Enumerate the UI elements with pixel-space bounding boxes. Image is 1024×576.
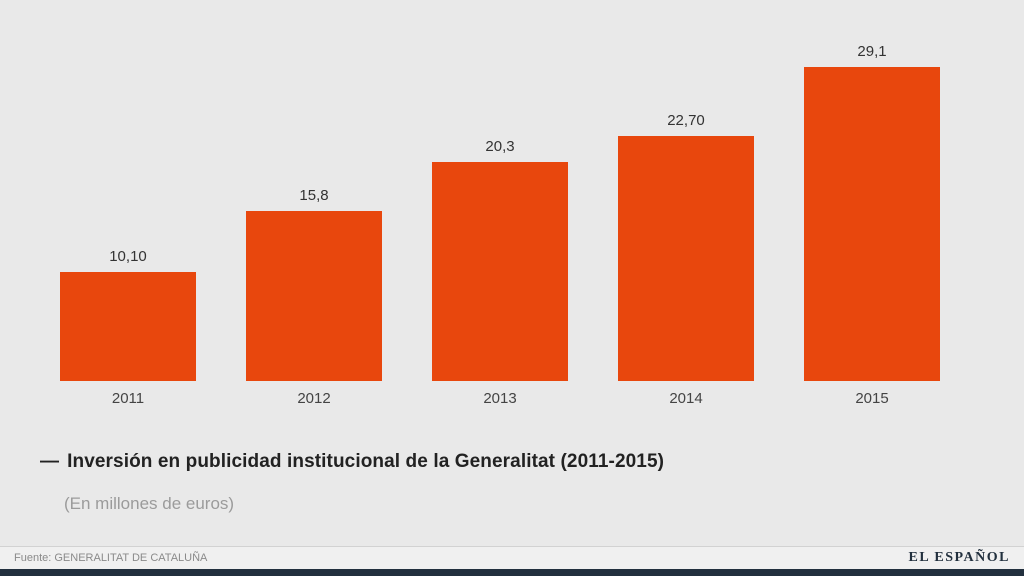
footer-bar: Fuente: GENERALITAT DE CATALUÑA EL ESPAÑ… [0,546,1024,569]
bar-value-label: 15,8 [299,187,329,204]
chart-legend: — Inversión en publicidad institucional d… [40,451,664,473]
el-espanol-logo: EL ESPAÑOL [908,550,1010,565]
bar-chart: 10,10 2011 15,8 2012 20,3 2013 22,70 2014 29,1 20… [60,43,940,409]
bar-value-label: 20,3 [485,138,515,155]
chart-subtitle: (En millones de euros) [64,494,235,513]
x-axis-label: 2014 [669,390,703,407]
bar [432,162,568,381]
bar-value-label: 29,1 [857,43,887,60]
bar-column: 22,70 2014 [618,112,754,409]
bar [60,272,196,381]
chart-title: Inversión en publicidad institucional de… [67,451,665,472]
bar-column: 20,3 2013 [432,138,568,409]
bottom-accent-bar [0,569,1024,576]
legend-dash-marker: — [40,451,60,472]
bar [246,211,382,381]
x-axis-label: 2011 [111,390,145,407]
x-axis-label: 2013 [483,390,517,407]
bar-column: 15,8 2012 [246,187,382,409]
x-axis-label: 2012 [297,390,331,407]
bar [804,67,940,381]
bar-value-label: 10,10 [109,248,147,265]
source-credit: Fuente: GENERALITAT DE CATALUÑA [14,552,208,564]
bar-column: 10,10 2011 [60,248,196,409]
bar-value-label: 22,70 [667,112,705,129]
bar [618,136,754,381]
x-axis-label: 2015 [855,390,889,407]
bar-column: 29,1 2015 [804,43,940,409]
